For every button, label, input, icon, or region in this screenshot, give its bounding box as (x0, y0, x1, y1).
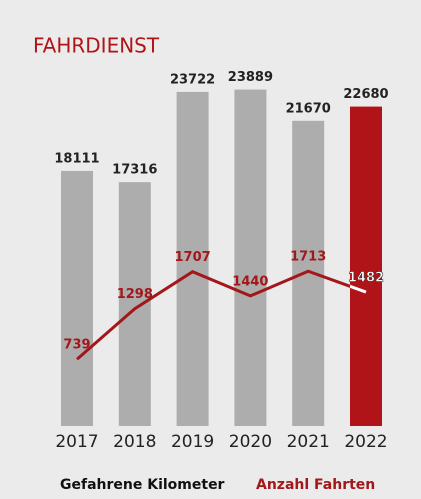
line-value-label: 1713 (290, 250, 326, 265)
bar-value-label: 17316 (112, 163, 157, 178)
line-value-label: 1298 (117, 287, 153, 302)
bar (176, 91, 209, 427)
bar-value-label: 23889 (228, 70, 273, 85)
line (76, 269, 367, 361)
line-value-label: 1482 (348, 271, 384, 286)
legend-label: Gefahrene Kilometer (60, 477, 225, 493)
line-value-label: 1707 (175, 250, 211, 265)
line-value-label: 1440 (232, 274, 268, 289)
bar (350, 106, 382, 426)
chart-title: FAHRDIENST (33, 34, 160, 58)
bar (292, 120, 325, 427)
bar-value-label: 23722 (170, 72, 215, 87)
line-value-label: 739 (63, 338, 90, 353)
x-tick-label: 2018 (113, 432, 156, 452)
x-tick-label: 2020 (229, 432, 272, 452)
x-tick-label: 2017 (55, 432, 98, 452)
bar-value-label: 22680 (343, 87, 388, 102)
x-tick-label: 2019 (171, 432, 214, 452)
bar (234, 89, 267, 427)
bar-value-label: 18111 (54, 151, 99, 166)
x-tick-label: 2022 (344, 432, 387, 452)
bar-value-label: 21670 (286, 101, 331, 116)
bar (61, 170, 93, 426)
legend-label: Anzahl Fahrten (256, 477, 375, 493)
bar (118, 182, 151, 426)
x-tick-label: 2021 (287, 432, 330, 452)
